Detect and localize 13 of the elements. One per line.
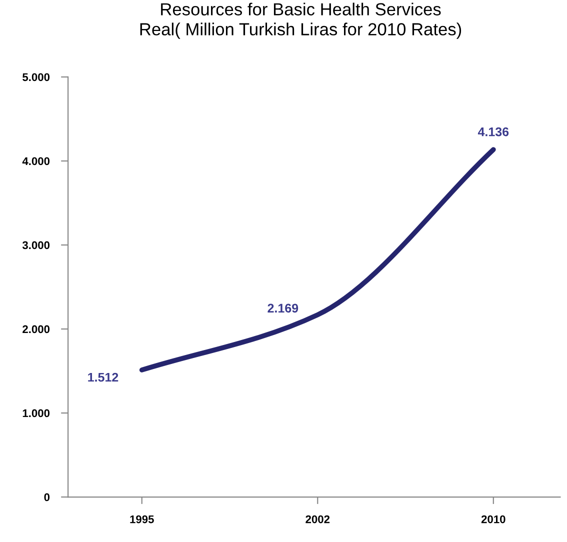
- y-tick-label: 2.000: [22, 325, 50, 334]
- x-tick-label: 1995: [130, 515, 154, 524]
- data-label: 1.512: [88, 372, 118, 382]
- y-tick-label: 5.000: [22, 73, 50, 82]
- chart-title: Resources for Basic Health Services Real( Million Turkish Liras for 2010 Rates): [140, 2, 462, 39]
- y-tick-label: 0: [44, 493, 50, 502]
- x-tick-label: 2010: [481, 515, 506, 524]
- data-label: 2.169: [268, 304, 298, 313]
- data-label: 4.136: [478, 127, 509, 136]
- x-tick-label: 2002: [306, 515, 330, 524]
- y-tick-label: 4.000: [22, 157, 50, 166]
- y-tick-label: 1.000: [22, 409, 50, 418]
- y-tick-label: 3.000: [22, 241, 50, 250]
